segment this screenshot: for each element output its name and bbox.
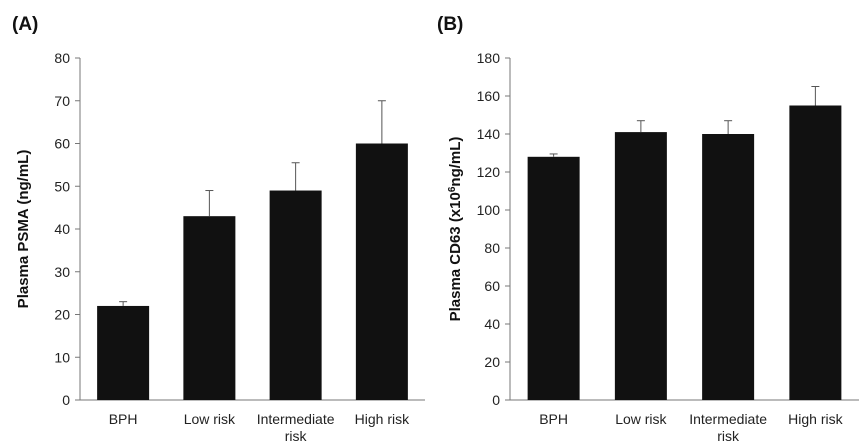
- x-category-label: Low risk: [184, 411, 236, 427]
- y-tick-label: 50: [54, 178, 70, 194]
- y-tick-label: 40: [484, 316, 500, 332]
- x-category-label: Intermediate: [257, 411, 335, 427]
- bar: [355, 143, 408, 400]
- panel-label: (A): [12, 14, 38, 35]
- y-tick-label: 20: [484, 354, 500, 370]
- bar: [269, 190, 322, 400]
- x-category-label: BPH: [539, 411, 568, 427]
- y-tick-label: 100: [477, 202, 501, 218]
- bar: [702, 134, 755, 400]
- x-category-label: risk: [717, 428, 740, 442]
- x-category-label: High risk: [355, 411, 410, 427]
- x-category-label: High risk: [788, 411, 843, 427]
- y-tick-label: 60: [484, 278, 500, 294]
- bar: [614, 132, 667, 400]
- y-tick-label: 80: [54, 50, 70, 66]
- y-tick-label: 140: [477, 126, 501, 142]
- x-category-label: risk: [285, 428, 308, 442]
- y-tick-label: 60: [54, 136, 70, 152]
- x-category-label: BPH: [109, 411, 138, 427]
- bar: [789, 105, 842, 400]
- y-tick-label: 80: [484, 240, 500, 256]
- chart-panel-b: (B) 0 20 40 60 80 100 120 140 160 180 Plasma CD63 (…: [437, 14, 859, 442]
- x-category-label: Intermediate: [689, 411, 767, 427]
- bar: [97, 305, 150, 400]
- y-tick-label: 0: [492, 392, 500, 408]
- y-tick-label: 180: [477, 50, 501, 66]
- x-category-label: Low risk: [615, 411, 667, 427]
- y-tick-label: 120: [477, 164, 501, 180]
- y-tick-label: 20: [54, 307, 70, 323]
- bar: [527, 156, 580, 400]
- y-axis-title: Plasma CD63 (x106ng/mL): [447, 137, 465, 322]
- bar: [183, 216, 236, 400]
- y-axis-title: Plasma PSMA (ng/mL): [15, 150, 32, 309]
- y-tick-label: 30: [54, 264, 70, 280]
- y-tick-label: 0: [62, 392, 70, 408]
- chart-panel-a: (A) 0 10 20 30 40 50 60 70 80 Plasma PSMA (ng/mL) B…: [12, 14, 425, 442]
- y-tick-label: 40: [54, 221, 70, 237]
- y-tick-label: 10: [54, 349, 70, 365]
- y-tick-label: 70: [54, 93, 70, 109]
- y-tick-label: 160: [477, 88, 501, 104]
- panel-label: (B): [437, 14, 463, 35]
